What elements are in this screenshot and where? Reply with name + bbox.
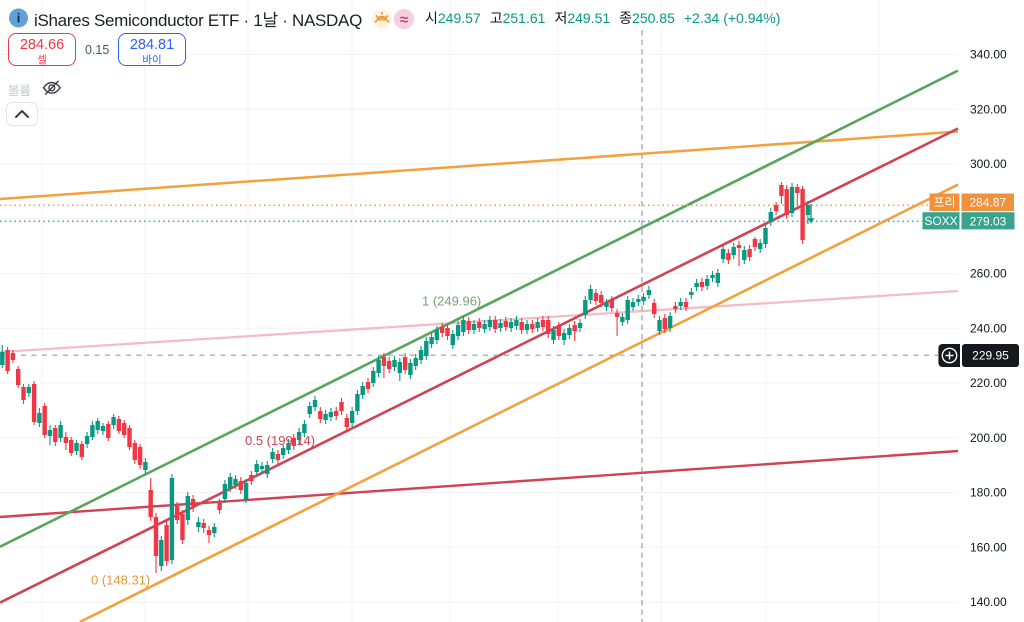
svg-text:200.00: 200.00 [970,431,1007,445]
svg-text:i: i [17,11,21,26]
svg-text:SOXX: SOXX [924,214,957,228]
svg-text:180.00: 180.00 [970,486,1007,500]
svg-text:0.5 (199.14): 0.5 (199.14) [245,433,315,448]
svg-text:프리: 프리 [933,195,955,209]
svg-text:140.00: 140.00 [970,595,1007,609]
svg-text:240.00: 240.00 [970,321,1007,335]
svg-text:279.03: 279.03 [970,214,1007,228]
svg-text:340.00: 340.00 [970,48,1007,62]
svg-text:160.00: 160.00 [970,540,1007,554]
svg-text:229.95: 229.95 [972,349,1009,363]
svg-text:220.00: 220.00 [970,376,1007,390]
svg-text:260.00: 260.00 [970,267,1007,281]
svg-text:0 (148.31): 0 (148.31) [91,573,150,588]
svg-text:1 (249.96): 1 (249.96) [422,294,481,309]
svg-text:≈: ≈ [400,11,408,28]
svg-text:320.00: 320.00 [970,102,1007,116]
svg-text:284.87: 284.87 [969,196,1006,210]
svg-text:300.00: 300.00 [970,157,1007,171]
